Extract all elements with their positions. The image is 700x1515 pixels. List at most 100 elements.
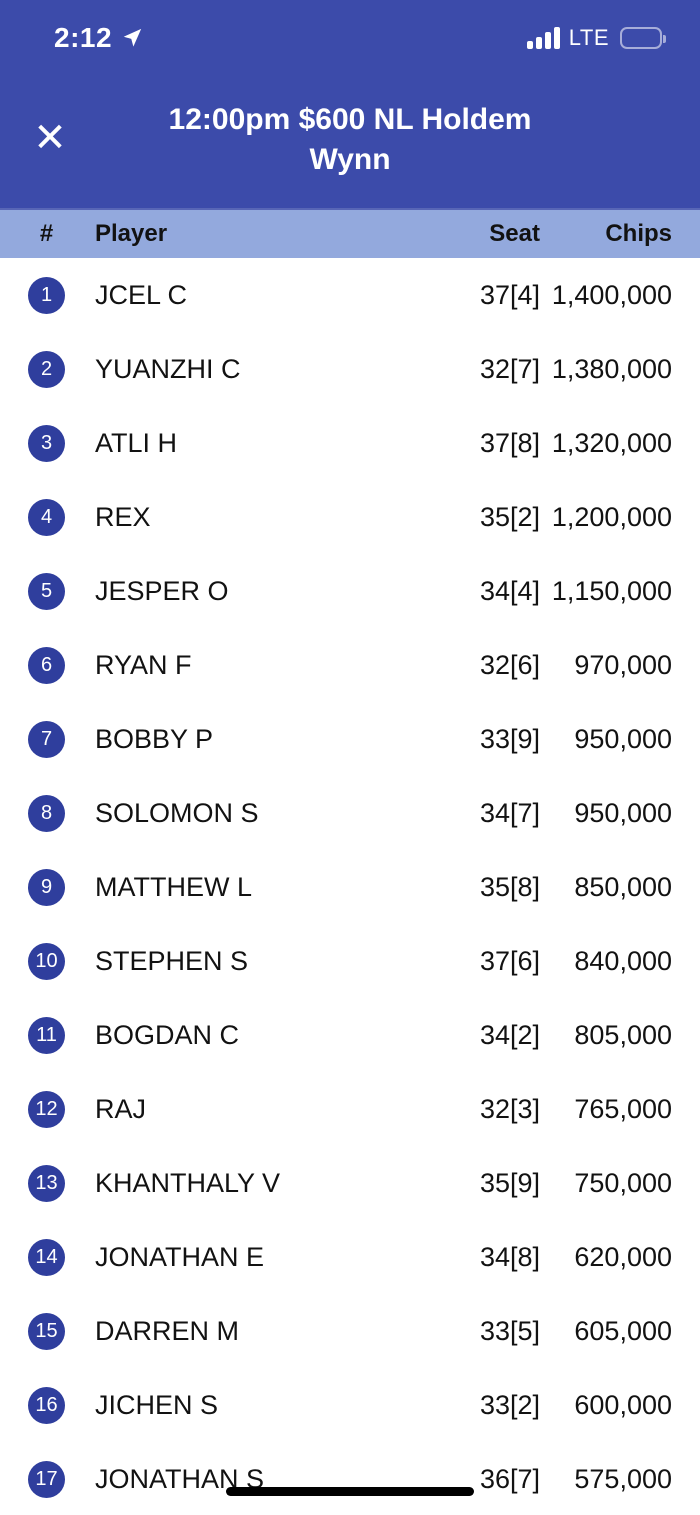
seat-value: 37[4] — [479, 279, 540, 310]
rank-badge: 9 — [28, 868, 65, 906]
clock-time: 2:12 — [54, 22, 113, 53]
table-row: 7 BOBBY P 33[9] 950,000 — [0, 702, 700, 776]
chips-value: 765,000 — [574, 1093, 672, 1124]
rank-badge: 15 — [28, 1312, 65, 1350]
table-row: 15 DARREN M 33[5] 605,000 — [0, 1294, 700, 1368]
player-name: SOLOMON S — [95, 797, 259, 828]
chips-value: 1,200,000 — [551, 501, 672, 532]
player-name: RAJ — [95, 1093, 147, 1124]
seat-value: 36[7] — [479, 1463, 540, 1494]
player-name: KHANTHALY V — [95, 1167, 281, 1198]
chips-value: 1,320,000 — [551, 427, 672, 458]
rank-badge: 12 — [28, 1090, 65, 1128]
chips-value: 805,000 — [574, 1019, 672, 1050]
seat-value: 32[6] — [479, 649, 540, 680]
seat-value: 35[8] — [479, 871, 540, 902]
player-name: STEPHEN S — [95, 945, 249, 976]
table-header-row: # Player Seat Chips — [0, 208, 700, 258]
rank-badge: 16 — [28, 1386, 65, 1424]
table-row: 11 BOGDAN C 34[2] 805,000 — [0, 998, 700, 1072]
rank-badge: 13 — [28, 1164, 65, 1202]
seat-value: 34[7] — [479, 797, 540, 828]
network-type-label: LTE — [568, 25, 609, 50]
column-header-rank: # — [39, 220, 54, 247]
player-name: DARREN M — [95, 1315, 240, 1346]
seat-value: 33[5] — [479, 1315, 540, 1346]
table-row: 17 JONATHAN S 36[7] 575,000 — [0, 1442, 700, 1515]
chips-value: 1,150,000 — [551, 575, 672, 606]
rank-badge: 7 — [28, 720, 65, 758]
rank-badge: 6 — [28, 646, 65, 684]
rank-badge: 11 — [28, 1016, 65, 1054]
home-indicator[interactable] — [226, 1487, 474, 1496]
chips-value: 1,400,000 — [551, 279, 672, 310]
battery-nub — [663, 35, 666, 43]
player-name: JCEL C — [95, 279, 188, 310]
column-header-seat: Seat — [489, 220, 540, 247]
rank-badge: 14 — [28, 1238, 65, 1276]
close-icon: ✕ — [33, 116, 67, 160]
table-row: 12 RAJ 32[3] 765,000 — [0, 1072, 700, 1146]
rank-badge: 4 — [28, 498, 65, 536]
player-name: JESPER O — [95, 575, 229, 606]
player-name: REX — [95, 501, 151, 532]
player-name: RYAN F — [95, 649, 192, 680]
rank-badge: 5 — [28, 572, 65, 610]
column-header-player: Player — [95, 220, 168, 247]
player-list[interactable]: 1 JCEL C 37[4] 1,400,000 2 YUANZHI C 32[… — [0, 258, 700, 1515]
column-header-chips: Chips — [605, 220, 672, 247]
rank-badge: 3 — [28, 424, 65, 462]
seat-value: 34[2] — [479, 1019, 540, 1050]
table-row: 16 JICHEN S 33[2] 600,000 — [0, 1368, 700, 1442]
chips-value: 970,000 — [574, 649, 672, 680]
battery-icon — [620, 27, 666, 49]
table-row: 9 MATTHEW L 35[8] 850,000 — [0, 850, 700, 924]
close-button[interactable]: ✕ — [28, 116, 72, 160]
table-row: 8 SOLOMON S 34[7] 950,000 — [0, 776, 700, 850]
chips-value: 850,000 — [574, 871, 672, 902]
table-row: 10 STEPHEN S 37[6] 840,000 — [0, 924, 700, 998]
page-title-line2: Wynn — [309, 143, 391, 176]
seat-value: 33[2] — [479, 1389, 540, 1420]
status-bar: 2:12 LTE — [0, 0, 700, 54]
rank-badge: 2 — [28, 350, 65, 388]
chips-value: 600,000 — [574, 1389, 672, 1420]
table-row: 2 YUANZHI C 32[7] 1,380,000 — [0, 332, 700, 406]
chips-value: 950,000 — [574, 723, 672, 754]
rank-badge: 1 — [28, 276, 65, 314]
rank-badge: 17 — [28, 1460, 65, 1498]
seat-value: 34[4] — [479, 575, 540, 606]
chips-value: 575,000 — [574, 1463, 672, 1494]
seat-value: 37[8] — [479, 427, 540, 458]
location-arrow-icon — [121, 27, 143, 49]
player-name: JICHEN S — [95, 1389, 219, 1420]
seat-value: 37[6] — [479, 945, 540, 976]
player-name: BOGDAN C — [95, 1019, 240, 1050]
table-row: 14 JONATHAN E 34[8] 620,000 — [0, 1220, 700, 1294]
player-name: YUANZHI C — [95, 353, 241, 384]
chips-value: 840,000 — [574, 945, 672, 976]
seat-value: 34[8] — [479, 1241, 540, 1272]
player-name: BOBBY P — [95, 723, 214, 754]
seat-value: 35[9] — [479, 1167, 540, 1198]
table-row: 5 JESPER O 34[4] 1,150,000 — [0, 554, 700, 628]
page-title: 12:00pm $600 NL Holdem Wynn — [90, 100, 610, 180]
table-row: 4 REX 35[2] 1,200,000 — [0, 480, 700, 554]
seat-value: 33[9] — [479, 723, 540, 754]
seat-value: 32[7] — [479, 353, 540, 384]
app-header: 2:12 LTE ✕ 12:00pm $600 NL Holdem Wynn — [0, 0, 700, 208]
chips-value: 750,000 — [574, 1167, 672, 1198]
table-row: 6 RYAN F 32[6] 970,000 — [0, 628, 700, 702]
page-title-line1: 12:00pm $600 NL Holdem — [168, 103, 532, 136]
player-name: ATLI H — [95, 427, 178, 458]
player-name: MATTHEW L — [95, 871, 252, 902]
rank-badge: 8 — [28, 794, 65, 832]
cellular-signal-icon — [526, 27, 560, 49]
rank-badge: 10 — [28, 942, 65, 980]
chips-value: 605,000 — [574, 1315, 672, 1346]
seat-value: 35[2] — [479, 501, 540, 532]
table-row: 13 KHANTHALY V 35[9] 750,000 — [0, 1146, 700, 1220]
chips-value: 1,380,000 — [551, 353, 672, 384]
chips-value: 620,000 — [574, 1241, 672, 1272]
seat-value: 32[3] — [479, 1093, 540, 1124]
